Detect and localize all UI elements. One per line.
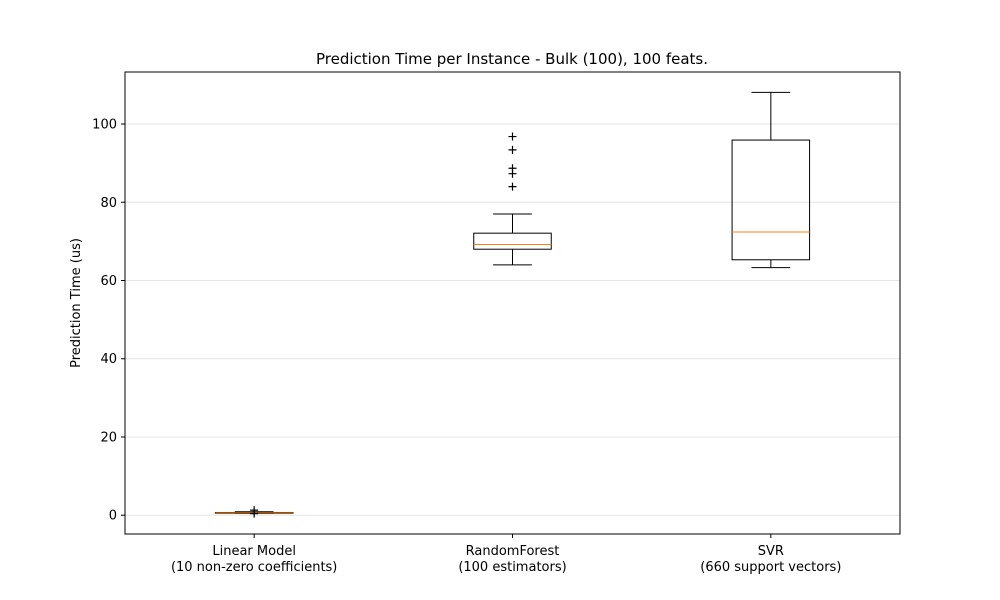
box-plots [214,91,811,518]
x-tick-label: SVR [758,544,784,559]
grid-lines [125,123,900,516]
box-plot-2 [731,91,811,269]
x-tick-label: (660 support vectors) [700,560,841,575]
box-iqr [731,139,811,261]
y-axis: 0 20 40 60 80 100 [92,118,125,524]
y-axis-label: Prediction Time (us) [69,238,84,368]
outlier-point [508,145,517,154]
x-tick-label: (100 estimators) [458,560,566,575]
x-tick-label: RandomForest [466,544,560,559]
x-tick-label: (10 non-zero coefficients) [171,560,337,575]
outlier-point [508,132,517,141]
y-tick-label: 20 [100,430,117,445]
box-plot-0 [214,506,294,518]
box-iqr [473,232,552,250]
y-tick-label: 80 [100,196,117,211]
y-tick-label: 60 [100,274,117,289]
plot-area-frame [124,71,901,535]
box-plot-1 [473,132,552,266]
outlier-point [508,164,517,173]
x-axis: Linear Model(10 non-zero coefficients) Ra… [171,534,841,575]
y-tick-label: 40 [100,352,117,367]
outlier-point [508,182,517,191]
y-tick-label: 0 [109,509,117,524]
chart-title: Prediction Time per Instance - Bulk (100… [316,50,708,68]
y-tick-label: 100 [92,118,117,133]
x-tick-label: Linear Model [212,544,296,559]
outlier-point [250,509,259,518]
